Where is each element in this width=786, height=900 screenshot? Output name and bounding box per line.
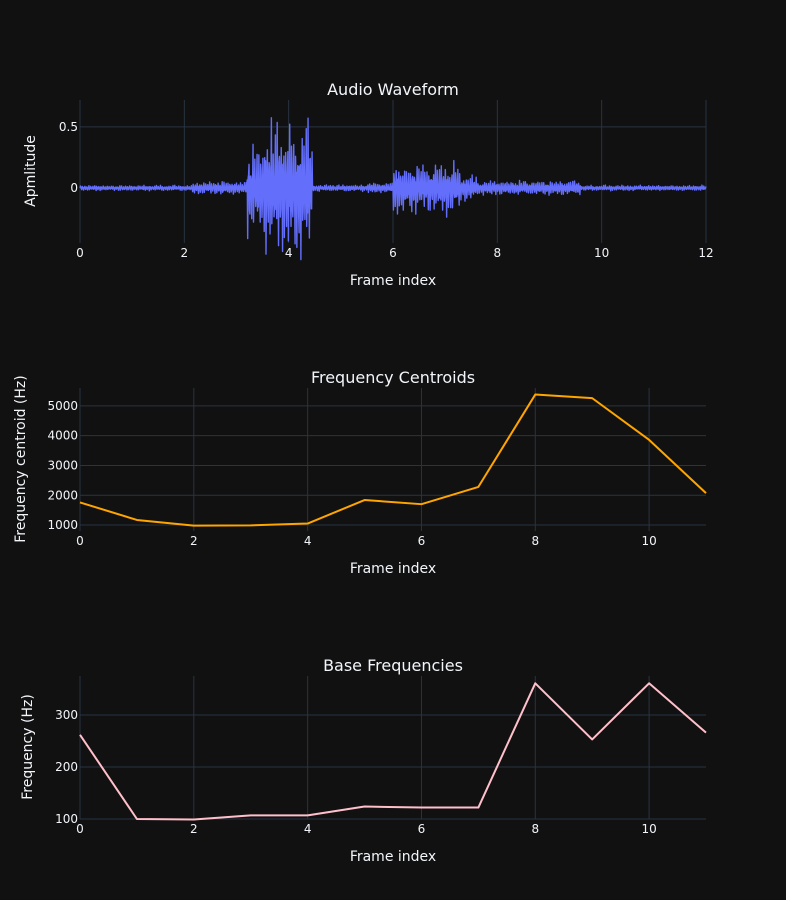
- base-frequency-title: Base Frequencies: [323, 656, 463, 675]
- waveform-panel: Audio Waveform 0 2 4 6 8 10 12 00.5 Frame inde…: [23, 80, 714, 289]
- centroid-x-tick-label: 0: [76, 534, 84, 548]
- waveform-x-tick-label: 12: [698, 246, 713, 260]
- centroid-line: [79, 393, 707, 527]
- base-frequency-series-group: [79, 682, 707, 821]
- base-frequency-panel: Base Frequencies 0 2 4 6 8 10 100 200 300 Frame…: [20, 656, 707, 865]
- base-frequency-x-tick-label: 2: [190, 822, 198, 836]
- centroid-x-tick-label: 2: [190, 534, 198, 548]
- waveform-x-tick-label: 8: [494, 246, 502, 260]
- centroid-y-tick-label: 1000: [47, 518, 78, 532]
- base-frequency-grid: [79, 676, 706, 820]
- base-frequency-x-tick-label: 4: [304, 822, 312, 836]
- centroid-grid: [79, 388, 706, 531]
- waveform-x-tick-label: 2: [181, 246, 189, 260]
- waveform-x-ticks: 0 2 4 6 8 10 12: [76, 246, 713, 260]
- base-frequency-y-tick-label: 200: [55, 760, 78, 774]
- waveform-x-tick-label: 10: [594, 246, 609, 260]
- waveform-line: [79, 117, 707, 261]
- centroid-y-tick-label: 2000: [47, 488, 78, 502]
- waveform-x-tick-label: 6: [389, 246, 397, 260]
- waveform-y-tick-label: 0.5: [59, 120, 78, 134]
- waveform-x-axis-title: Frame index: [350, 273, 436, 289]
- centroid-y-tick-label: 3000: [47, 458, 78, 472]
- waveform-series-group: [79, 117, 707, 261]
- base-frequency-y-axis-title: Frequency (Hz): [20, 694, 36, 800]
- base-frequency-y-ticks: 100 200 300: [55, 708, 78, 826]
- base-frequency-y-tick-label: 300: [55, 708, 78, 722]
- centroid-panel: Frequency Centroids 0 2 4 6 8 10 1000 2000 3000…: [13, 368, 707, 577]
- centroid-y-tick-label: 5000: [47, 399, 78, 413]
- waveform-y-tick-label: 0: [70, 181, 78, 195]
- base-frequency-x-axis-title: Frame index: [350, 849, 436, 865]
- centroid-x-axis-title: Frame index: [350, 561, 436, 577]
- base-frequency-line: [79, 682, 707, 821]
- centroid-y-axis-title: Frequency centroid (Hz): [13, 375, 29, 543]
- base-frequency-x-tick-label: 10: [641, 822, 656, 836]
- waveform-grid: [79, 100, 707, 243]
- waveform-x-tick-label: 0: [76, 246, 84, 260]
- centroid-title: Frequency Centroids: [311, 368, 475, 387]
- waveform-y-axis-title: Apmlitude: [23, 135, 39, 207]
- centroid-x-tick-label: 6: [418, 534, 426, 548]
- base-frequency-x-ticks: 0 2 4 6 8 10: [76, 822, 657, 836]
- waveform-x-tick-label: 4: [285, 246, 293, 260]
- base-frequency-x-tick-label: 0: [76, 822, 84, 836]
- waveform-title: Audio Waveform: [327, 80, 459, 99]
- centroid-y-tick-label: 4000: [47, 429, 78, 443]
- centroid-x-tick-label: 8: [531, 534, 539, 548]
- centroid-x-tick-label: 10: [641, 534, 656, 548]
- centroid-x-tick-label: 4: [304, 534, 312, 548]
- centroid-x-ticks: 0 2 4 6 8 10: [76, 534, 657, 548]
- centroid-series-group: [79, 393, 707, 527]
- base-frequency-x-tick-label: 6: [418, 822, 426, 836]
- waveform-y-ticks: 00.5: [59, 120, 78, 195]
- base-frequency-y-tick-label: 100: [55, 812, 78, 826]
- centroid-y-ticks: 1000 2000 3000 4000 5000: [47, 399, 78, 532]
- base-frequency-x-tick-label: 8: [531, 822, 539, 836]
